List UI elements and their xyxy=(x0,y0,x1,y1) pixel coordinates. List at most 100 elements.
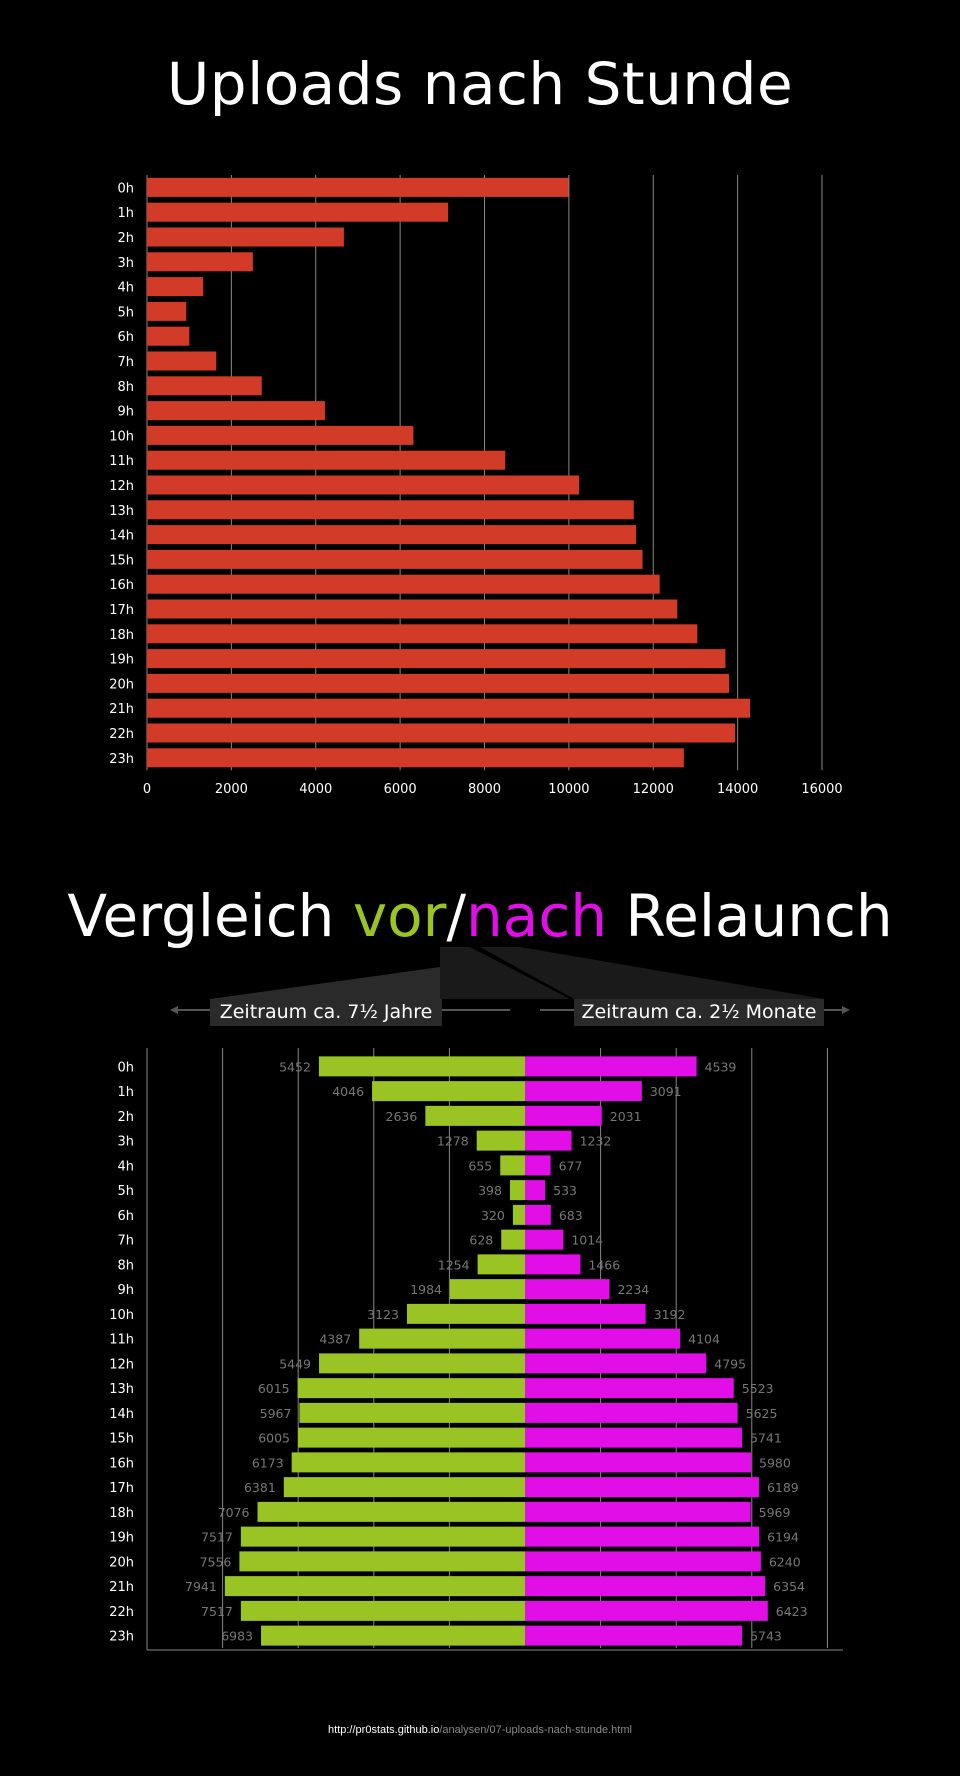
y-tick-label: 8h xyxy=(117,380,134,395)
y-tick-label: 13h xyxy=(109,504,134,519)
bar-before xyxy=(257,1501,525,1522)
bar xyxy=(147,277,204,297)
y-tick-label: 6h xyxy=(117,330,134,345)
legend-wedge-right xyxy=(480,947,824,999)
bar-after xyxy=(525,1551,761,1572)
data-label-after: 6189 xyxy=(767,1480,799,1495)
bar-before xyxy=(476,1130,525,1151)
data-label-before: 655 xyxy=(468,1158,492,1173)
bar-after xyxy=(525,1155,551,1176)
y-tick-label: 3h xyxy=(117,1135,134,1150)
y-tick-label: 9h xyxy=(117,405,134,420)
legend-box-left xyxy=(210,999,442,1026)
data-label-after: 1466 xyxy=(588,1257,620,1272)
y-tick-label: 5h xyxy=(117,305,134,320)
data-label-before: 6983 xyxy=(221,1629,253,1644)
bar-before xyxy=(283,1477,525,1498)
bar-before xyxy=(500,1155,525,1176)
data-label-after: 2234 xyxy=(617,1282,649,1297)
y-tick-label: 22h xyxy=(109,727,134,742)
bar-after xyxy=(525,1526,760,1547)
bar-after xyxy=(525,1204,551,1225)
data-label-before: 5452 xyxy=(279,1059,311,1074)
bar-before xyxy=(297,1378,525,1399)
bar xyxy=(147,698,751,718)
data-label-after: 677 xyxy=(559,1158,583,1173)
y-tick-label: 16h xyxy=(109,578,134,593)
bar-before xyxy=(298,1427,525,1448)
bar xyxy=(147,326,190,346)
y-tick-label: 12h xyxy=(109,479,134,494)
data-label-after: 2031 xyxy=(610,1109,642,1124)
y-tick-label: 9h xyxy=(117,1283,134,1298)
data-label-after: 5743 xyxy=(750,1629,782,1644)
footer-url-path[interactable]: /analysen/07-uploads-nach-stunde.html xyxy=(439,1724,632,1736)
y-tick-label: 21h xyxy=(109,1580,134,1595)
bar-after xyxy=(525,1303,646,1324)
bar-after xyxy=(525,1501,751,1522)
bar xyxy=(147,748,684,768)
data-label-after: 4539 xyxy=(705,1059,737,1074)
x-tick-label: 12000 xyxy=(633,782,674,797)
y-tick-label: 4h xyxy=(117,281,134,296)
data-label-after: 3192 xyxy=(654,1307,686,1322)
x-tick-label: 16000 xyxy=(801,782,842,797)
data-label-before: 5449 xyxy=(279,1356,311,1371)
bar-before xyxy=(372,1081,525,1102)
data-label-after: 1232 xyxy=(580,1134,612,1149)
chart-title-comparison: Vergleich vor/nach Relaunch xyxy=(0,882,960,950)
data-label-before: 6173 xyxy=(252,1455,284,1470)
y-tick-label: 11h xyxy=(109,1333,134,1348)
y-tick-label: 2h xyxy=(117,1110,134,1125)
footer-url[interactable]: http://pr0stats.github.io/analysen/07-up… xyxy=(0,1724,960,1736)
bar-before xyxy=(319,1353,525,1374)
bar-after xyxy=(525,1081,642,1102)
bar xyxy=(147,500,634,520)
bar xyxy=(147,723,736,743)
data-label-after: 1014 xyxy=(571,1233,603,1248)
data-label-after: 5969 xyxy=(759,1505,791,1520)
bar-after xyxy=(525,1402,738,1423)
title-part-slash: / xyxy=(446,882,467,950)
bar xyxy=(147,227,344,247)
bar-after xyxy=(525,1378,734,1399)
y-tick-label: 7h xyxy=(117,355,134,370)
bar-before xyxy=(450,1279,525,1300)
y-tick-label: 12h xyxy=(109,1357,134,1372)
data-label-before: 7076 xyxy=(218,1505,250,1520)
data-label-before: 7941 xyxy=(185,1579,217,1594)
bar-before xyxy=(240,1526,525,1547)
data-label-before: 1254 xyxy=(438,1257,470,1272)
y-tick-label: 11h xyxy=(109,454,134,469)
legend-wedge-left xyxy=(440,947,570,999)
x-tick-label: 0 xyxy=(143,782,151,797)
footer-url-host[interactable]: http://pr0stats.github.io xyxy=(328,1724,440,1736)
y-tick-label: 3h xyxy=(117,256,134,271)
bar xyxy=(147,673,730,693)
y-tick-label: 19h xyxy=(109,1531,134,1546)
data-label-before: 3123 xyxy=(367,1307,399,1322)
bar-after xyxy=(525,1328,681,1349)
data-label-before: 320 xyxy=(481,1208,505,1223)
bar-after xyxy=(525,1229,564,1250)
y-tick-label: 10h xyxy=(109,429,134,444)
legend-label-before: Zeitraum ca. 7½ Jahre xyxy=(220,1001,433,1023)
bar xyxy=(147,177,569,197)
legend-box-right xyxy=(574,999,824,1026)
y-tick-label: 1h xyxy=(117,1085,134,1100)
bar-before xyxy=(477,1254,525,1275)
y-tick-label: 20h xyxy=(109,1555,134,1570)
y-tick-label: 8h xyxy=(117,1258,134,1273)
x-tick-label: 4000 xyxy=(299,782,332,797)
x-tick-label: 10000 xyxy=(548,782,589,797)
bar-after xyxy=(525,1427,743,1448)
bar-after xyxy=(525,1056,697,1077)
x-tick-label: 14000 xyxy=(717,782,758,797)
y-tick-label: 23h xyxy=(109,1630,134,1645)
bar xyxy=(147,401,325,421)
y-tick-label: 1h xyxy=(117,206,134,221)
bar-before xyxy=(359,1328,525,1349)
title-part-nach: nach xyxy=(466,882,607,950)
legend-label-after: Zeitraum ca. 2½ Monate xyxy=(581,1001,816,1023)
bar xyxy=(147,376,262,396)
